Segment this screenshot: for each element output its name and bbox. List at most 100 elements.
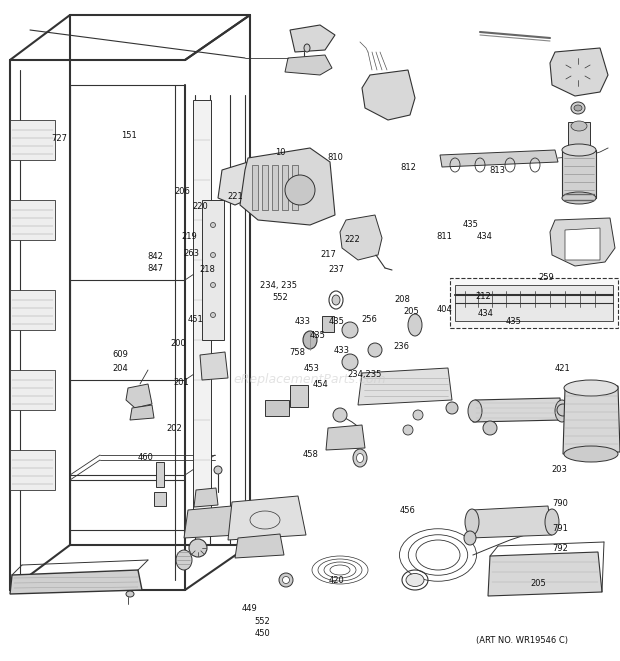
Ellipse shape (564, 446, 618, 462)
Ellipse shape (303, 331, 317, 349)
Text: 813: 813 (490, 166, 506, 175)
Text: 237: 237 (329, 265, 345, 274)
Text: 256: 256 (361, 315, 378, 325)
Text: 201: 201 (174, 377, 189, 387)
Ellipse shape (571, 121, 587, 131)
Ellipse shape (408, 314, 422, 336)
Ellipse shape (562, 192, 596, 204)
Text: 433: 433 (295, 317, 311, 326)
Ellipse shape (562, 144, 596, 156)
Text: 812: 812 (400, 163, 416, 173)
Polygon shape (565, 228, 600, 260)
Polygon shape (340, 215, 382, 260)
Bar (282, 165, 288, 210)
Polygon shape (290, 25, 335, 52)
Polygon shape (10, 370, 55, 410)
Polygon shape (362, 70, 415, 120)
Text: 236: 236 (394, 342, 410, 351)
Ellipse shape (464, 531, 476, 545)
Text: 208: 208 (394, 295, 410, 304)
Polygon shape (184, 506, 238, 538)
Text: 435: 435 (505, 317, 521, 326)
Text: 456: 456 (400, 506, 416, 516)
Text: 842: 842 (148, 252, 164, 261)
Bar (562, 150, 596, 198)
Text: 404: 404 (436, 305, 452, 314)
Text: 454: 454 (313, 380, 329, 389)
Text: 811: 811 (436, 232, 453, 241)
Ellipse shape (406, 574, 424, 586)
Text: 609: 609 (113, 350, 129, 359)
Polygon shape (440, 150, 558, 167)
Text: 552: 552 (273, 293, 288, 302)
Ellipse shape (342, 354, 358, 370)
Text: 205: 205 (531, 578, 546, 588)
Ellipse shape (356, 453, 363, 463)
Text: 218: 218 (200, 265, 216, 274)
Ellipse shape (211, 253, 216, 258)
Ellipse shape (332, 295, 340, 305)
Polygon shape (10, 450, 55, 490)
Bar (272, 165, 278, 210)
Polygon shape (228, 496, 306, 540)
Polygon shape (358, 368, 452, 405)
Text: 810: 810 (327, 153, 343, 162)
Text: 460: 460 (138, 453, 154, 462)
Text: 727: 727 (51, 134, 67, 143)
Text: 259: 259 (538, 273, 554, 282)
Text: 433: 433 (334, 346, 350, 355)
Bar (154, 492, 166, 506)
Text: 10: 10 (275, 147, 286, 157)
Text: 263: 263 (184, 249, 200, 258)
Ellipse shape (211, 223, 216, 227)
Bar (265, 400, 289, 416)
Polygon shape (473, 398, 562, 422)
Text: 450: 450 (254, 629, 270, 638)
Ellipse shape (214, 466, 222, 474)
Ellipse shape (545, 509, 559, 535)
Text: 219: 219 (181, 232, 197, 241)
Ellipse shape (211, 282, 216, 288)
Text: 434: 434 (477, 309, 494, 319)
Text: 217: 217 (320, 250, 336, 259)
Ellipse shape (483, 421, 497, 435)
Text: 204: 204 (113, 364, 128, 373)
Polygon shape (10, 120, 55, 160)
Text: 790: 790 (552, 499, 568, 508)
Text: 453: 453 (304, 364, 320, 373)
Bar (202, 200, 224, 340)
Ellipse shape (353, 449, 367, 467)
Ellipse shape (176, 550, 192, 570)
Text: 421: 421 (555, 364, 570, 373)
Text: 221: 221 (227, 192, 242, 202)
Ellipse shape (557, 404, 569, 416)
Polygon shape (10, 570, 142, 594)
Text: 435: 435 (329, 317, 345, 326)
Text: 552: 552 (254, 617, 270, 626)
Text: 420: 420 (329, 576, 344, 585)
Bar (156, 462, 164, 487)
Ellipse shape (574, 105, 582, 111)
Text: 202: 202 (166, 424, 182, 433)
Polygon shape (218, 162, 258, 205)
Text: 434: 434 (476, 232, 492, 241)
Ellipse shape (571, 102, 585, 114)
Text: 234,235: 234,235 (347, 369, 381, 379)
Polygon shape (200, 352, 228, 380)
Ellipse shape (304, 44, 310, 52)
Text: 458: 458 (303, 450, 319, 459)
Polygon shape (240, 148, 335, 225)
Bar (292, 165, 298, 210)
Bar (450, 278, 618, 328)
Text: 222: 222 (344, 235, 360, 244)
Text: 205: 205 (403, 307, 418, 317)
Text: 449: 449 (242, 603, 257, 613)
Ellipse shape (368, 343, 382, 357)
Ellipse shape (555, 400, 569, 422)
Polygon shape (326, 425, 365, 450)
Text: 435: 435 (463, 220, 479, 229)
Ellipse shape (211, 313, 216, 317)
Ellipse shape (413, 410, 423, 420)
Polygon shape (130, 405, 154, 420)
Polygon shape (470, 506, 552, 538)
